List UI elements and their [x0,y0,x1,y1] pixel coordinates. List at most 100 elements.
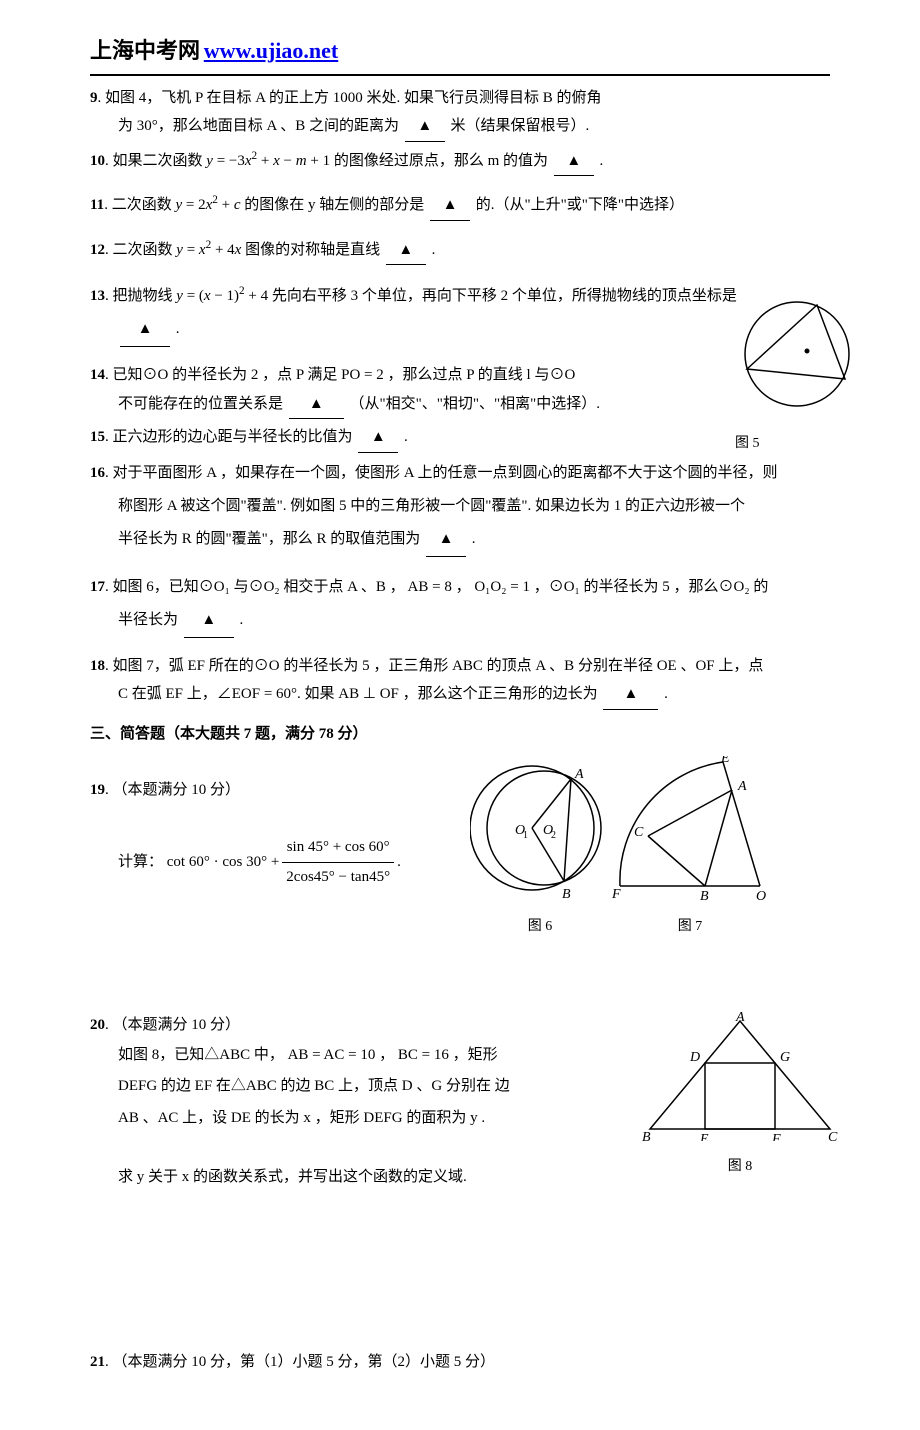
header-link[interactable]: www.ujiao.net [204,38,338,63]
q20-line1: 如图 8，已知△ABC 中， AB = AC = 10 ， BC = 16 ，矩… [118,1047,498,1063]
blank-q10: ▲ [554,147,594,177]
question-10: 10. 如果二次函数 y = −3x2 + x − m + 1 的图像经过原点，… [90,146,830,177]
svg-text:C: C [634,825,644,840]
question-15: 15. 正六边形的边心距与半径长的比值为 ▲ . [90,423,830,453]
section-3-title: 三、简答题（本大题共 7 题，满分 78 分） [90,720,830,749]
q21-num: 21 [90,1354,105,1370]
figure-6: A B O 1 O 2 图 6 [470,756,610,940]
q11-pre: 二次函数 [112,197,176,213]
svg-text:B: B [642,1130,651,1141]
q16-line2: 称图形 A 被这个圆"覆盖". 例如图 5 中的三角形被一个圆"覆盖". 如果边… [90,498,745,514]
q9-num: 9 [90,90,98,106]
figure-8-svg: A D G B E F C [640,1011,840,1141]
q9-line2-pre: 为 30°，那么地面目标 A 、B 之间的距离为 [118,118,399,134]
svg-text:G: G [780,1050,790,1065]
q14-line2-pre: 不可能存在的位置关系是 [118,396,283,412]
header-title: 上海中考网 [90,38,200,63]
q9-line1: 如图 4，飞机 P 在目标 A 的正上方 1000 米处. 如果飞行员测得目标 … [105,90,602,106]
question-11: 11. 二次函数 y = 2x2 + c 的图像在 y 轴左侧的部分是 ▲ 的.… [90,190,830,221]
svg-text:A: A [574,767,584,782]
svg-text:C: C [828,1130,838,1141]
q10-formula: y [206,153,213,169]
q11-num: 11 [90,197,104,213]
q15-post: . [404,429,408,445]
q19-formula: cot 60° · cos 30° + sin 45° + cos 60° 2c… [167,833,401,891]
svg-text:B: B [700,889,709,901]
q17-line1: 如图 6，已知⊙O₁ 与⊙O₂ 相交于点 A 、B ， AB = 8 ， O₁O… [113,579,769,595]
question-13: 13. 把抛物线 y = (x − 1)2 + 4 先向右平移 3 个单位，再向… [90,279,830,347]
q10-pre: 如果二次函数 [113,153,207,169]
blank-q18: ▲ [603,680,658,710]
q14-line1: 已知⊙O 的半径长为 2 ，点 P 满足 PO = 2 ，那么过点 P 的直线 … [113,367,576,383]
svg-text:2: 2 [551,830,556,841]
question-16: 16. 对于平面图形 A ，如果存在一个圆，使图形 A 上的任意一点到圆心的距离… [90,457,830,557]
svg-text:1: 1 [523,830,528,841]
q9-line2-post: 米（结果保留根号）. [451,118,590,134]
blank-q15: ▲ [358,423,398,453]
question-9: 9. 如图 4，飞机 P 在目标 A 的正上方 1000 米处. 如果飞行员测得… [90,84,830,142]
q11-post: 的.（从"上升"或"下降"中选择） [476,197,684,213]
q10-post: . [600,153,604,169]
q18-line2-post: . [664,686,668,702]
q19-num: 19 [90,782,105,798]
q21-title: （本题满分 10 分，第（1）小题 5 分，第（2）小题 5 分） [113,1354,496,1370]
q12-post: . [432,242,436,258]
svg-text:B: B [562,887,571,901]
svg-text:D: D [689,1050,700,1065]
question-21: 21. （本题满分 10 分，第（1）小题 5 分，第（2）小题 5 分） [90,1348,830,1377]
svg-text:A: A [737,779,747,794]
figure-7-svg: E A C F B O [610,756,770,901]
q14-line2-post: （从"相交"、"相切"、"相离"中选择）. [350,396,601,412]
q13-num: 13 [90,288,105,304]
q20-num: 20 [90,1017,105,1033]
q17-num: 17 [90,579,105,595]
q10-num: 10 [90,153,105,169]
blank-q12: ▲ [386,236,426,266]
q12-pre: 二次函数 [113,242,177,258]
question-17: 17. 如图 6，已知⊙O₁ 与⊙O₂ 相交于点 A 、B ， AB = 8 ，… [90,571,830,638]
question-14: 14. 已知⊙O 的半径长为 2 ，点 P 满足 PO = 2 ，那么过点 P … [90,361,830,419]
svg-text:E: E [720,756,730,766]
q18-num: 18 [90,658,105,674]
svg-text:F: F [771,1132,781,1141]
q12-mid: 图像的对称轴是直线 [245,242,380,258]
q17-line2-post: . [240,612,244,628]
q14-num: 14 [90,367,105,383]
figure-8: A D G B E F C 图 8 [640,1011,840,1180]
q16-num: 16 [90,465,105,481]
figure-6-svg: A B O 1 O 2 [470,756,610,901]
question-12: 12. 二次函数 y = x2 + 4x 图像的对称轴是直线 ▲ . [90,235,830,266]
question-19: 19. （本题满分 10 分） 计算： cot 60° · cos 30° + … [90,756,830,940]
q15-num: 15 [90,429,105,445]
q20-title: （本题满分 10 分） [113,1017,241,1033]
blank-q17: ▲ [184,604,234,638]
blank-q16: ▲ [426,523,466,557]
figure-8-label: 图 8 [640,1154,840,1181]
q12-num: 12 [90,242,105,258]
blank-q14: ▲ [289,390,344,420]
figure-6-label: 图 6 [470,914,610,941]
svg-text:F: F [611,887,621,901]
q15-pre: 正六边形的边心距与半径长的比值为 [113,429,353,445]
q19-calc-label: 计算： [118,854,163,870]
svg-text:E: E [699,1132,709,1141]
figure-7: E A C F B O 图 7 [610,756,770,940]
q10-mid: 的图像经过原点，那么 m 的值为 [334,153,548,169]
svg-text:O: O [756,889,766,901]
q19-title: （本题满分 10 分） [113,782,241,798]
q13-pre: 把抛物线 [113,288,177,304]
q18-line1: 如图 7，弧 EF 所在的⊙O 的半径长为 5 ，正三角形 ABC 的顶点 A … [113,658,764,674]
figure-7-label: 图 7 [610,914,770,941]
q16-line1: 对于平面图形 A ，如果存在一个圆，使图形 A 上的任意一点到圆心的距离都不大于… [113,465,778,481]
question-18: 18. 如图 7，弧 EF 所在的⊙O 的半径长为 5 ，正三角形 ABC 的顶… [90,652,830,710]
q13-post: . [176,321,180,337]
q16-line3-post: . [472,531,476,547]
q17-line2-pre: 半径长为 [118,612,178,628]
q20-line4: 求 y 关于 x 的函数关系式，并写出这个函数的定义域. [90,1169,467,1185]
blank-q9: ▲ [405,112,445,142]
page-header: 上海中考网 www.ujiao.net [90,30,830,76]
blank-q11: ▲ [430,191,470,221]
q16-line3-pre: 半径长为 R 的圆"覆盖"，那么 R 的取值范围为 [118,531,420,547]
question-20: 20. （本题满分 10 分） 如图 8，已知△ABC 中， AB = AC =… [90,1011,830,1191]
q13-mid: 先向右平移 3 个单位，再向下平移 2 个单位，所得抛物线的顶点坐标是 [272,288,737,304]
